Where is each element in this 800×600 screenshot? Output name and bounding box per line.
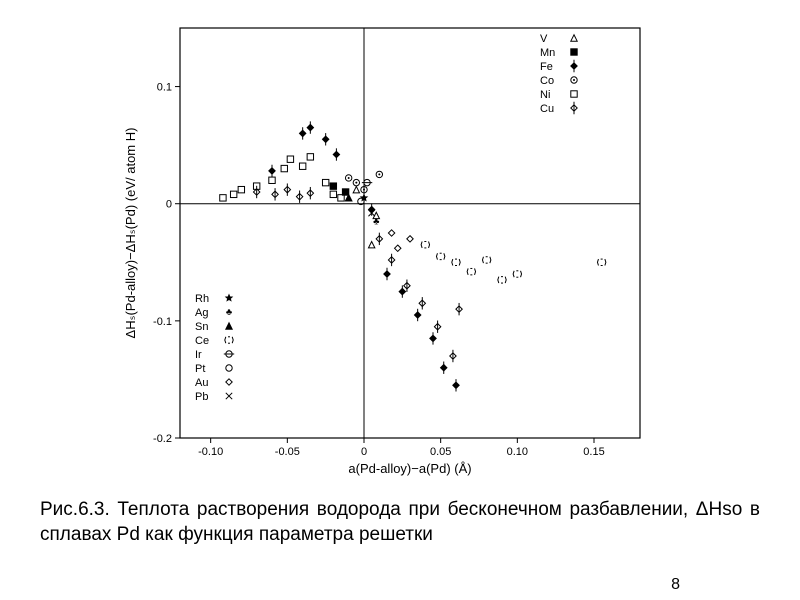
series-circle-open-dash bbox=[362, 179, 372, 185]
svg-text:0: 0 bbox=[361, 446, 367, 458]
svg-text:ΔHₛ(Pd-alloy)−ΔHₛ(Pd) (eV/ ato: ΔHₛ(Pd-alloy)−ΔHₛ(Pd) (eV/ atom H) bbox=[123, 128, 138, 339]
dissolution-heat-chart: -0.10-0.0500.050.100.15-0.2-0.100.1a(Pd-… bbox=[100, 8, 680, 488]
svg-text:0: 0 bbox=[166, 199, 172, 211]
svg-text:Fe: Fe bbox=[540, 61, 553, 73]
svg-text:♣: ♣ bbox=[373, 216, 380, 227]
legend: V Mn Fe Co Ni Cu bbox=[540, 33, 577, 115]
svg-text:Ni: Ni bbox=[540, 89, 550, 101]
svg-text:0.10: 0.10 bbox=[507, 446, 528, 458]
svg-text:0.05: 0.05 bbox=[430, 446, 451, 458]
svg-text:Ir: Ir bbox=[195, 349, 202, 361]
svg-text:V: V bbox=[540, 33, 548, 45]
series-brackets bbox=[421, 242, 606, 284]
svg-text:-0.2: -0.2 bbox=[153, 433, 172, 445]
svg-text:Pb: Pb bbox=[195, 391, 208, 403]
svg-text:Co: Co bbox=[540, 75, 554, 87]
page-number: 8 bbox=[671, 576, 680, 594]
svg-text:Mn: Mn bbox=[540, 47, 555, 59]
series-square-filled bbox=[330, 183, 349, 195]
series-square-open bbox=[220, 154, 344, 201]
svg-text:Sn: Sn bbox=[195, 321, 208, 333]
svg-text:Ce: Ce bbox=[195, 335, 209, 347]
svg-text:Rh: Rh bbox=[195, 293, 209, 305]
series-diamond-open bbox=[388, 230, 413, 252]
series-club: ♣ bbox=[373, 216, 380, 227]
svg-text:Cu: Cu bbox=[540, 103, 554, 115]
figure-caption: Рис.6.3. Теплота растворения водорода пр… bbox=[40, 498, 760, 547]
svg-text:a(Pd-alloy)−a(Pd) (Å): a(Pd-alloy)−a(Pd) (Å) bbox=[348, 461, 471, 476]
legend: Rh ♣ Ag Sn Ce Ir Pt Au Pb bbox=[195, 293, 234, 403]
svg-text:Pt: Pt bbox=[195, 363, 205, 375]
svg-text:Au: Au bbox=[195, 377, 208, 389]
svg-text:Ag: Ag bbox=[195, 307, 208, 319]
svg-text:0.15: 0.15 bbox=[583, 446, 604, 458]
series-diamond-open-err bbox=[253, 183, 462, 362]
svg-text:0.1: 0.1 bbox=[157, 82, 172, 94]
svg-text:-0.10: -0.10 bbox=[198, 446, 223, 458]
svg-text:♣: ♣ bbox=[226, 307, 233, 318]
svg-text:-0.05: -0.05 bbox=[275, 446, 300, 458]
svg-text:-0.1: -0.1 bbox=[153, 316, 172, 328]
